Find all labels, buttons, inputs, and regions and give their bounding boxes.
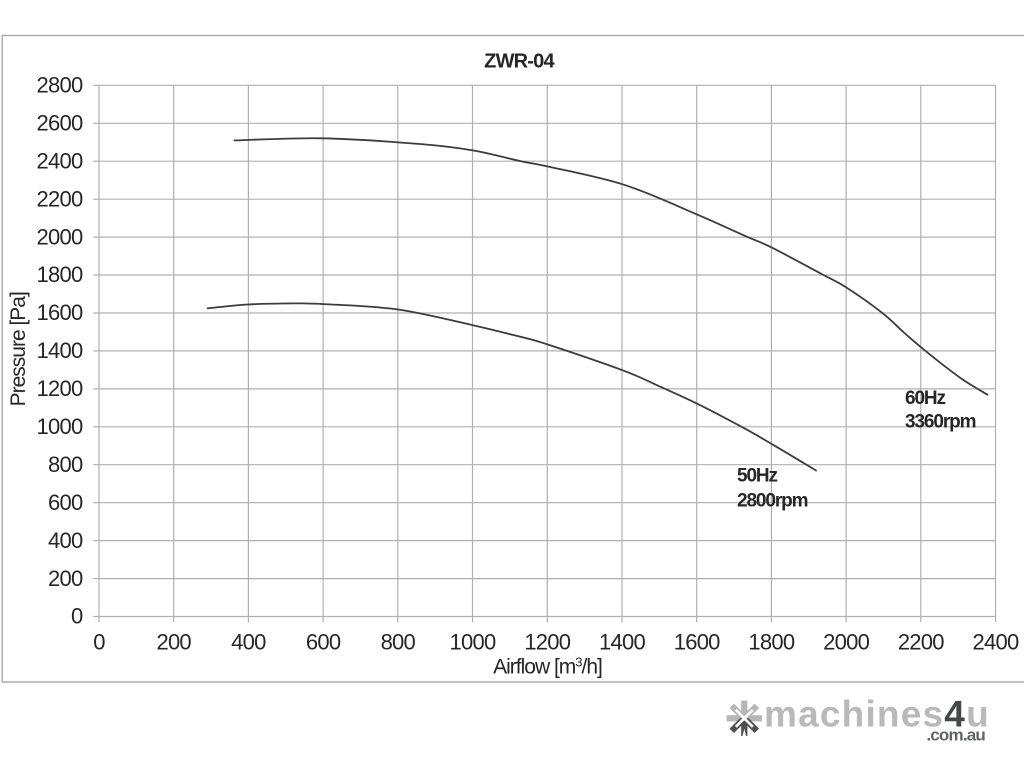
svg-text:2600: 2600: [37, 111, 83, 136]
svg-text:ZWR-04: ZWR-04: [484, 51, 555, 73]
svg-text:2000: 2000: [823, 630, 869, 655]
svg-text:1600: 1600: [674, 630, 720, 655]
svg-text:2800rpm: 2800rpm: [737, 491, 808, 512]
svg-text:1400: 1400: [37, 338, 83, 363]
svg-text:2200: 2200: [37, 186, 83, 211]
svg-text:Pressure [Pa]: Pressure [Pa]: [7, 292, 30, 406]
svg-text:50Hz: 50Hz: [737, 466, 778, 487]
svg-text:400: 400: [231, 630, 266, 655]
svg-text:60Hz: 60Hz: [905, 388, 946, 409]
svg-text:1000: 1000: [37, 414, 83, 439]
svg-text:1800: 1800: [748, 630, 794, 655]
svg-text:2200: 2200: [898, 630, 944, 655]
svg-text:0: 0: [71, 604, 83, 629]
svg-text:0: 0: [93, 630, 105, 655]
svg-text:200: 200: [48, 566, 83, 591]
svg-text:Airflow [m3/h]: Airflow [m3/h]: [493, 655, 602, 679]
svg-text:400: 400: [48, 528, 83, 553]
svg-text:200: 200: [156, 630, 191, 655]
svg-text:800: 800: [381, 630, 416, 655]
svg-text:1200: 1200: [524, 630, 570, 655]
svg-text:3360rpm: 3360rpm: [905, 412, 976, 433]
svg-text:1800: 1800: [37, 262, 83, 287]
svg-text:.com.au: .com.au: [926, 726, 985, 745]
svg-text:1000: 1000: [450, 630, 496, 655]
svg-text:600: 600: [48, 490, 83, 515]
svg-text:1400: 1400: [599, 630, 645, 655]
svg-text:2000: 2000: [37, 224, 83, 249]
svg-text:1600: 1600: [37, 300, 83, 325]
svg-text:2400: 2400: [973, 630, 1019, 655]
svg-text:1200: 1200: [37, 376, 83, 401]
svg-text:2800: 2800: [37, 73, 83, 98]
svg-text:machines4u: machines4u: [764, 694, 990, 735]
svg-text:800: 800: [48, 452, 83, 477]
svg-text:2400: 2400: [37, 148, 83, 173]
svg-text:600: 600: [306, 630, 341, 655]
